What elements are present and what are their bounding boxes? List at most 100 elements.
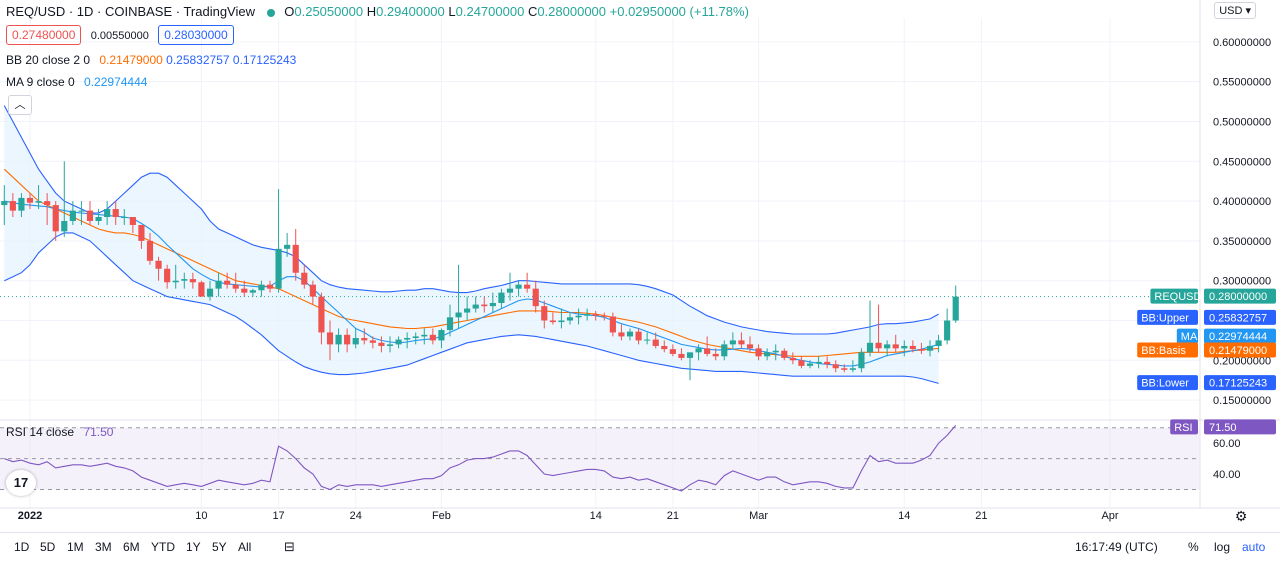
candle[interactable] — [395, 336, 402, 349]
candle[interactable] — [635, 328, 642, 345]
candle[interactable] — [386, 336, 394, 353]
candle[interactable] — [738, 332, 745, 349]
candle[interactable] — [832, 360, 839, 373]
sell-button[interactable]: 0.27480000 — [6, 25, 82, 45]
candle[interactable] — [292, 228, 299, 281]
candle[interactable] — [781, 348, 788, 361]
candle[interactable] — [524, 272, 531, 293]
candle[interactable] — [121, 209, 128, 225]
candle[interactable] — [258, 280, 265, 297]
candle[interactable] — [155, 256, 162, 281]
candle[interactable] — [104, 201, 111, 225]
candle[interactable] — [515, 280, 522, 297]
candle[interactable] — [69, 201, 76, 225]
candle[interactable] — [344, 328, 351, 353]
candle[interactable] — [9, 193, 16, 218]
candle[interactable] — [644, 332, 651, 345]
candle[interactable] — [206, 280, 214, 301]
candle[interactable] — [1, 185, 8, 225]
candle[interactable] — [301, 264, 308, 289]
candle[interactable] — [472, 296, 479, 313]
candle[interactable] — [146, 232, 154, 265]
candle[interactable] — [618, 324, 625, 341]
timeframe-1y[interactable]: 1Y — [186, 540, 201, 554]
candle[interactable] — [609, 312, 616, 337]
candle[interactable] — [849, 360, 856, 373]
candle[interactable] — [249, 288, 256, 297]
candle[interactable] — [575, 308, 582, 325]
percent-toggle[interactable]: % — [1188, 540, 1199, 554]
candle[interactable] — [266, 280, 274, 293]
candle[interactable] — [704, 336, 711, 357]
candle[interactable] — [926, 340, 934, 357]
candle[interactable] — [884, 340, 891, 357]
candle[interactable] — [86, 201, 94, 225]
candle[interactable] — [909, 340, 916, 353]
timeframe-ytd[interactable]: YTD — [151, 540, 175, 554]
candle[interactable] — [309, 280, 316, 305]
candle[interactable] — [944, 308, 951, 345]
auto-toggle[interactable]: auto — [1242, 540, 1266, 554]
candle[interactable] — [241, 280, 248, 297]
candle[interactable] — [352, 328, 359, 349]
candle[interactable] — [798, 356, 805, 369]
candle[interactable] — [721, 340, 728, 361]
tradingview-logo[interactable]: 17 — [6, 470, 36, 496]
candle[interactable] — [129, 217, 136, 233]
candle[interactable] — [558, 308, 565, 329]
candle[interactable] — [275, 189, 282, 293]
candle[interactable] — [661, 340, 668, 353]
candle[interactable] — [361, 328, 368, 345]
candle[interactable] — [232, 272, 239, 293]
timeframe-1d[interactable]: 1D — [14, 540, 30, 554]
candle[interactable] — [875, 304, 882, 353]
candle[interactable] — [806, 360, 814, 369]
candle[interactable] — [669, 344, 676, 357]
candle[interactable] — [489, 292, 496, 313]
candle[interactable] — [318, 292, 325, 345]
candle[interactable] — [198, 280, 205, 297]
candle[interactable] — [404, 332, 411, 349]
timeframe-3m[interactable]: 3M — [95, 540, 112, 554]
candle[interactable] — [584, 308, 591, 321]
log-toggle[interactable]: log — [1214, 540, 1231, 554]
candle[interactable] — [824, 356, 831, 369]
bb-legend[interactable]: BB 20 close 2 0 0.21479000 0.25832757 0.… — [6, 53, 296, 67]
candle[interactable] — [61, 161, 68, 237]
candle[interactable] — [189, 272, 196, 289]
candle[interactable] — [712, 348, 719, 361]
candle[interactable] — [566, 312, 574, 325]
candle[interactable] — [35, 185, 42, 210]
candle[interactable] — [935, 334, 942, 353]
candle[interactable] — [901, 340, 908, 357]
candle[interactable] — [421, 328, 428, 345]
candle[interactable] — [164, 264, 171, 289]
candle[interactable] — [26, 193, 34, 210]
candle[interactable] — [815, 356, 822, 369]
candle[interactable] — [335, 328, 342, 353]
candle[interactable] — [755, 344, 762, 361]
candle[interactable] — [172, 264, 179, 289]
candle[interactable] — [532, 280, 539, 313]
candle[interactable] — [746, 336, 754, 353]
timeframe-all[interactable]: All — [238, 540, 252, 554]
candle[interactable] — [438, 328, 445, 349]
candle[interactable] — [918, 342, 925, 354]
timeframe-5d[interactable]: 5D — [40, 540, 56, 554]
candle[interactable] — [858, 348, 865, 373]
timeframe-6m[interactable]: 6M — [123, 540, 140, 554]
clock[interactable]: 16:17:49 (UTC) — [1075, 540, 1158, 554]
candle[interactable] — [326, 320, 334, 361]
candle[interactable] — [952, 285, 959, 323]
buy-button[interactable]: 0.28030000 — [158, 25, 234, 45]
candles[interactable] — [1, 161, 959, 381]
candle[interactable] — [464, 296, 471, 321]
candle[interactable] — [224, 272, 231, 289]
candle[interactable] — [369, 336, 376, 349]
candle[interactable] — [601, 312, 608, 321]
candle[interactable] — [18, 193, 25, 218]
candle[interactable] — [892, 334, 899, 353]
calendar-range-icon[interactable]: ⊟ — [284, 539, 295, 554]
candle[interactable] — [446, 304, 454, 337]
